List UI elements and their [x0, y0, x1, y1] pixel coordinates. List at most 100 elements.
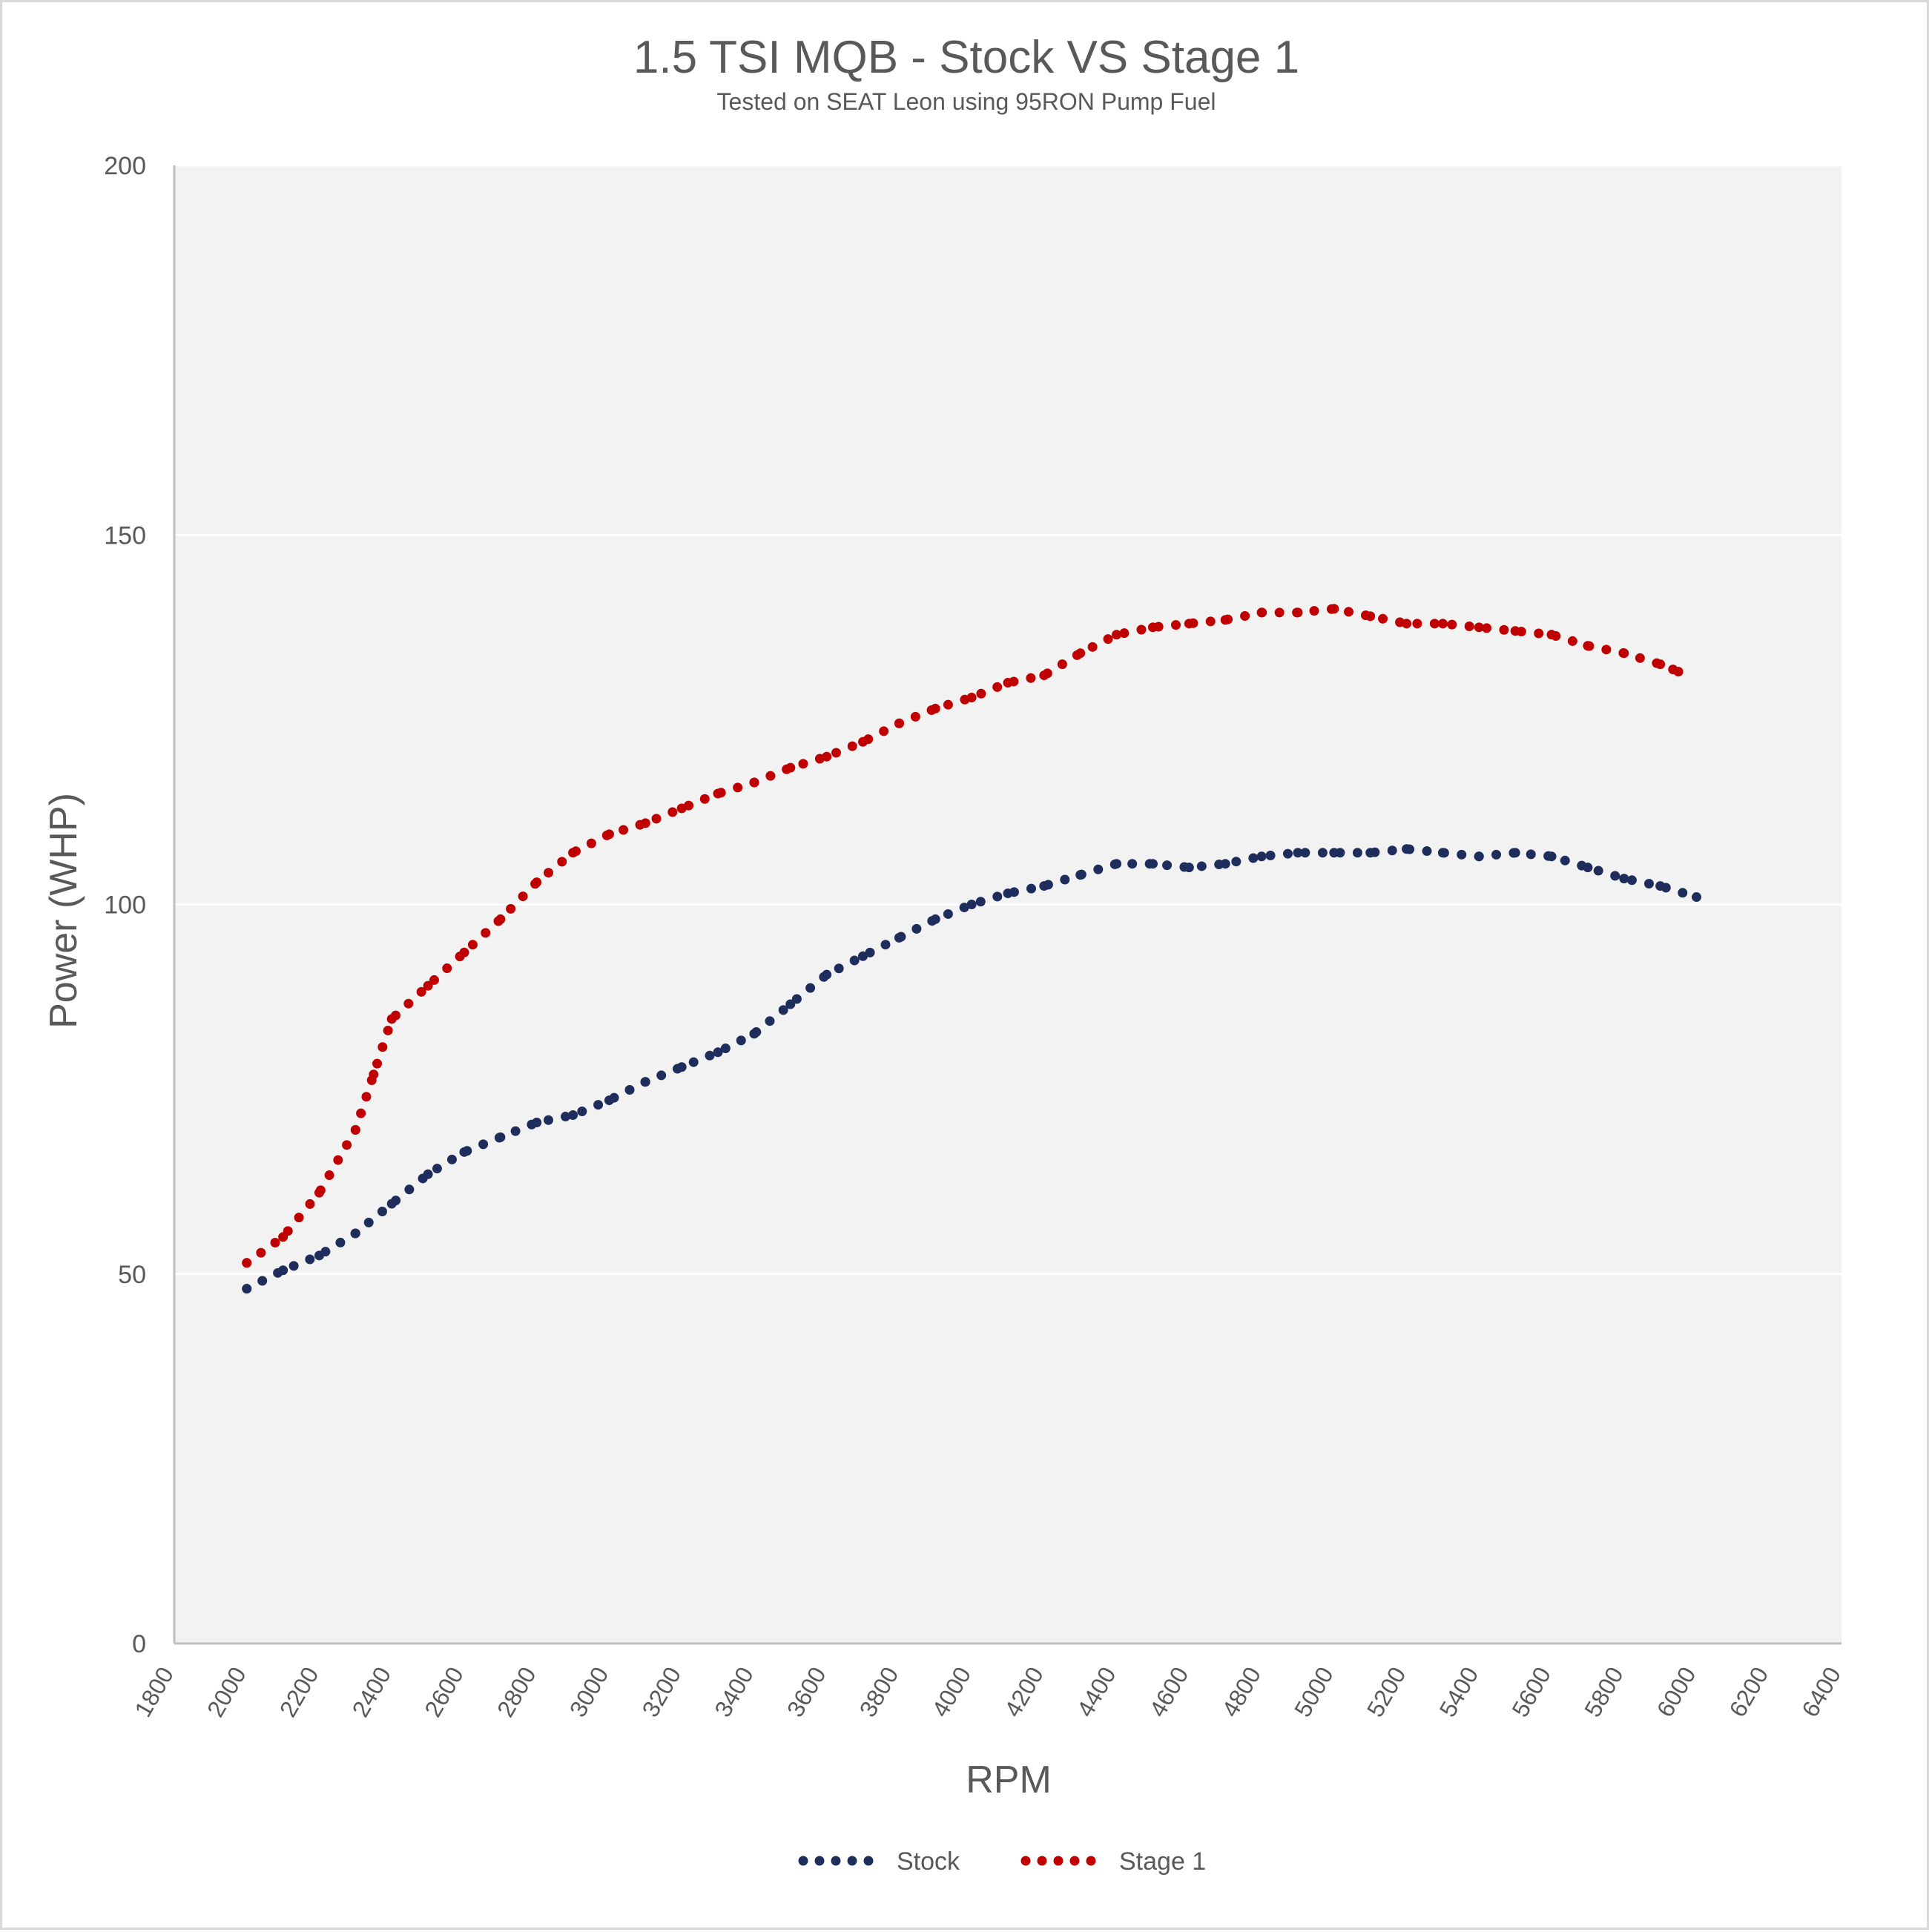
data-point	[894, 932, 904, 943]
x-tick-label: 6200	[1724, 1663, 1774, 1722]
data-point	[1112, 630, 1122, 640]
series-dot	[619, 825, 629, 835]
data-point	[713, 788, 723, 799]
series-dot	[561, 1112, 571, 1122]
data-point	[966, 692, 977, 702]
series-dot	[1635, 653, 1645, 663]
y-tick-labels: 0 50 100 150 200	[104, 152, 146, 1658]
data-point	[1293, 607, 1303, 618]
series-dot	[911, 923, 922, 934]
legend-marker	[1020, 1856, 1031, 1866]
series-dot	[1274, 607, 1285, 618]
data-point	[459, 1147, 469, 1157]
series-dot	[577, 1107, 587, 1117]
series-dot	[1248, 853, 1259, 863]
series-dot	[442, 963, 452, 974]
series-dot	[1378, 613, 1388, 624]
x-tick-label: 1800	[129, 1663, 179, 1722]
series-dot	[1136, 624, 1147, 635]
series-dot	[1422, 846, 1432, 857]
series-dot	[377, 1207, 387, 1217]
gridlines	[174, 164, 1841, 1276]
data-point	[1619, 648, 1629, 659]
series-dot	[1499, 624, 1509, 635]
series-dot	[1593, 866, 1603, 876]
series-dot	[404, 1184, 415, 1195]
y-tick-label: 100	[104, 891, 146, 920]
data-point	[1329, 848, 1339, 858]
data-point	[1075, 648, 1086, 659]
y-tick-label: 50	[118, 1261, 146, 1289]
legend-item-stock[interactable]: Stock	[798, 1847, 961, 1876]
series-dot	[959, 903, 969, 913]
data-point	[966, 900, 977, 909]
data-point	[459, 947, 469, 957]
series-dot	[992, 682, 1003, 692]
series-dot	[1170, 620, 1181, 630]
series-dot	[847, 741, 857, 751]
series-dot	[356, 1108, 366, 1118]
data-point	[350, 1124, 360, 1135]
data-point	[532, 1117, 542, 1127]
x-tick-label: 2200	[274, 1663, 324, 1722]
series-dot	[1309, 606, 1319, 616]
legend[interactable]: Stock Stage 1	[798, 1847, 1207, 1876]
x-tick-label: 3600	[782, 1663, 831, 1722]
data-point	[640, 818, 650, 828]
data-point	[1329, 604, 1339, 614]
series-dot	[324, 1170, 334, 1181]
data-point	[1220, 615, 1230, 625]
series-dot	[1457, 849, 1467, 860]
series-dot	[1560, 855, 1570, 866]
x-tick-label: 2400	[347, 1663, 397, 1722]
legend-marker	[1086, 1856, 1096, 1866]
series-dot	[294, 1213, 304, 1223]
data-point	[350, 1228, 360, 1239]
series-dot	[510, 1126, 521, 1136]
data-point	[1039, 670, 1049, 681]
data-point	[242, 1258, 252, 1268]
series-dot	[1127, 859, 1138, 869]
data-point	[423, 1169, 433, 1179]
legend-marker	[1069, 1856, 1080, 1866]
data-point	[1365, 611, 1376, 622]
series-dot	[1526, 849, 1536, 860]
x-tick-label: 3000	[564, 1663, 614, 1722]
data-point	[1437, 848, 1448, 858]
legend-item-stage-1[interactable]: Stage 1	[1020, 1847, 1207, 1876]
data-point	[604, 1095, 614, 1106]
series-dot	[943, 909, 953, 919]
data-point	[858, 736, 868, 747]
data-point	[1112, 859, 1122, 869]
series-dot	[1447, 619, 1457, 630]
data-point	[1510, 626, 1520, 636]
data-point	[1256, 607, 1267, 618]
series-dot	[656, 1070, 667, 1081]
data-point	[930, 703, 940, 713]
series-dot	[699, 794, 710, 804]
data-point	[1147, 859, 1158, 869]
data-point	[894, 718, 904, 728]
data-point	[1619, 874, 1629, 884]
series-dot	[305, 1254, 315, 1265]
series-dot	[288, 1261, 299, 1271]
x-tick-label: 6000	[1652, 1663, 1701, 1722]
series-dot	[831, 748, 841, 758]
series-dot	[1482, 623, 1492, 633]
series-dot	[467, 940, 478, 950]
data-point	[1256, 851, 1267, 862]
series-dot	[1026, 673, 1036, 683]
x-tick-labels: 1800 2000 2200 2400 2600 2800 3000 3200 3400 3600…	[129, 1663, 1846, 1722]
data-point	[1583, 641, 1593, 651]
legend-marker	[1053, 1856, 1064, 1866]
legend-marker	[831, 1856, 841, 1866]
data-point	[1184, 863, 1194, 873]
series-dot	[1626, 875, 1637, 886]
x-tick-label: 2600	[419, 1663, 469, 1722]
series-dot	[342, 1140, 352, 1150]
x-tick-label: 5800	[1579, 1663, 1629, 1722]
data-point	[1546, 630, 1557, 640]
x-tick-label: 3400	[709, 1663, 759, 1722]
data-point	[1692, 892, 1702, 903]
legend-label: Stock	[897, 1847, 960, 1876]
